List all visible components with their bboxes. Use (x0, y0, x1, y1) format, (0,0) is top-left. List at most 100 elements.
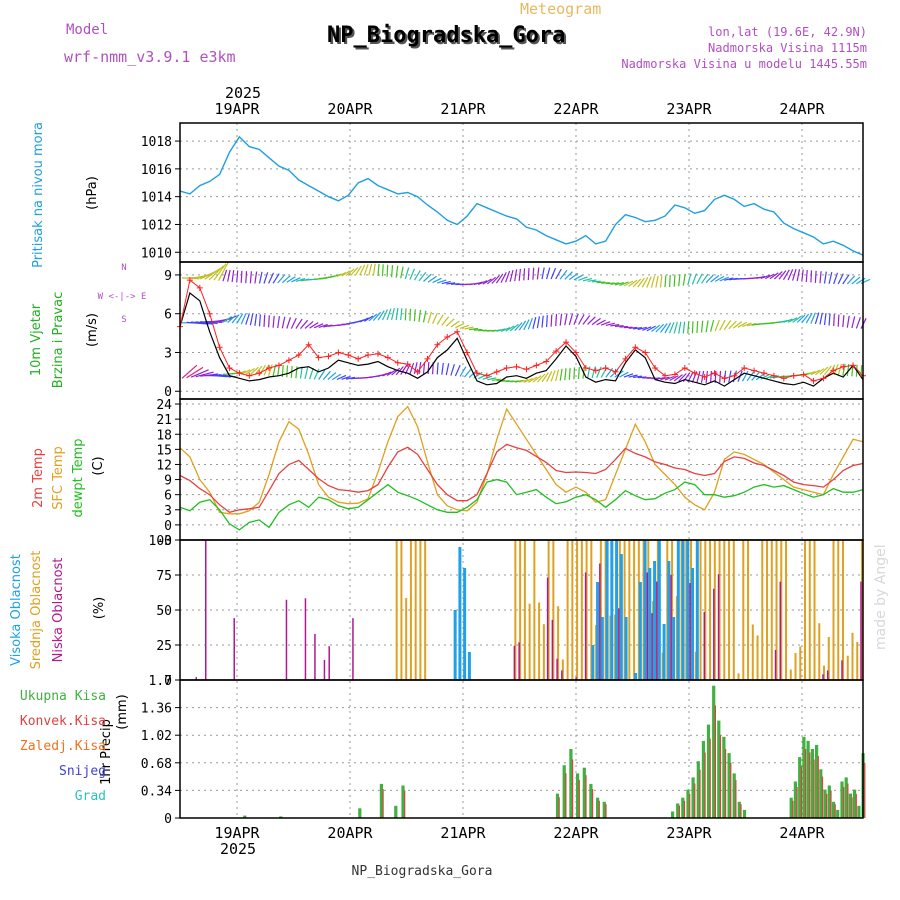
precip-conv-bar (578, 780, 580, 818)
wind-speed-line (179, 291, 864, 387)
wind-vector (281, 275, 291, 284)
legend-frz: Zaledj.Kisa (20, 739, 106, 754)
y-tick-label: 0 (164, 674, 172, 689)
wind-vector (236, 313, 244, 324)
wind-vector (532, 317, 537, 329)
wind-vector (245, 271, 248, 284)
precip-conv-bar (719, 735, 722, 818)
wind-vector (432, 277, 442, 284)
wind-vector (254, 271, 258, 284)
wind-gust-marker (473, 370, 480, 377)
wind-vector (422, 310, 427, 323)
wind-gust-marker (533, 362, 540, 369)
wind-vector (450, 320, 460, 328)
wind-vector (851, 316, 856, 329)
elevation-label: Nadmorska Visina 1115m (708, 41, 867, 55)
wind-vector (427, 311, 433, 324)
wind-vector (619, 281, 629, 286)
y-tick-label: 12 (156, 458, 172, 473)
precip-conv-bar (800, 766, 802, 819)
wind-vector (587, 316, 596, 325)
wind-compass-s: S (121, 315, 126, 325)
wind-gust-marker (226, 364, 233, 371)
wind-vector (395, 265, 399, 278)
wind-vector (741, 370, 749, 382)
wind-vector (249, 271, 252, 284)
wind-vector (327, 372, 337, 381)
wind-vector (227, 269, 231, 282)
wind-vector (191, 321, 209, 325)
wind-vector (546, 267, 551, 280)
wind-vector (436, 314, 444, 325)
wind-vector (350, 266, 359, 276)
wind-vector (400, 266, 404, 279)
precip-total-bar (358, 808, 362, 818)
day-label-top: 22APR (553, 100, 599, 118)
wind-vector (527, 376, 538, 383)
wind-gust-marker (830, 367, 837, 374)
temp-ylabel3: dewpt Temp (71, 438, 86, 517)
wind-gust-marker (572, 349, 579, 356)
wind-vector (222, 269, 228, 282)
wind-gust-marker (186, 277, 193, 284)
wind-vector (277, 316, 280, 329)
wind-vector (783, 318, 793, 323)
wind-vector (555, 369, 560, 382)
wind-vector (286, 317, 292, 329)
wind-vector (819, 312, 823, 325)
precip-total-bar (602, 801, 606, 818)
wind-vector (441, 281, 451, 285)
temp-ylabel2: SFC Temp (51, 446, 66, 510)
precip-total-bar (379, 783, 383, 818)
wind-vector (231, 270, 235, 283)
precip-unit: (mm) (115, 694, 130, 729)
wind-vector (710, 319, 715, 332)
wind-vector (655, 323, 665, 333)
temp-unit: (C) (91, 456, 106, 475)
precip-total-bar (681, 797, 685, 818)
model-value: wrf-nmm_v3.9.1 e3km (64, 48, 236, 66)
wind-vector (400, 364, 408, 375)
wind-gust-marker (325, 353, 332, 360)
wind-vector (792, 315, 802, 323)
wind-vector (354, 265, 362, 276)
wind-vector (628, 374, 638, 378)
wind-vector (336, 271, 347, 278)
wind-vector (591, 317, 601, 326)
wind-vector (778, 270, 787, 280)
precip-conv-bar (565, 773, 567, 818)
wind-vector (382, 371, 392, 377)
wind-vector (828, 313, 831, 326)
wind-vector (623, 280, 634, 287)
wind-vector (532, 375, 542, 383)
wind-vector (837, 273, 844, 285)
wind-vector (782, 269, 790, 281)
wind-gust-marker (582, 364, 589, 371)
wind-vector (427, 361, 430, 375)
y-tick-label: 1010 (141, 246, 172, 261)
wind-vector (509, 270, 514, 282)
wind-vector (404, 308, 407, 321)
wind-vector (687, 321, 690, 334)
y-tick-label: 6 (164, 489, 172, 504)
precip-total-bar (676, 803, 680, 818)
station-title: NP_Biogradska_Gora (327, 23, 565, 48)
precip-conv-bar (735, 780, 737, 818)
wind-vector (619, 371, 629, 378)
model-elevation-label: Nadmorska Visina u modelu 1445.55m (621, 57, 867, 71)
wind-vector (341, 270, 351, 277)
wind-vector (258, 271, 263, 284)
precip-conv-bar (792, 800, 794, 819)
wind-vector (628, 326, 638, 329)
wind-vector (842, 363, 846, 376)
wind-vector (600, 321, 611, 326)
cloud-ylabel: Visoka Oblacnost (9, 554, 24, 666)
precip-conv-bar (847, 783, 849, 818)
y-tick-label: 25 (156, 639, 172, 654)
wind-vector (577, 314, 585, 325)
wind-vector (391, 265, 394, 278)
wind-compass-n: N (121, 263, 126, 273)
y-tick-label: 0 (164, 812, 172, 827)
wind-vector (851, 276, 861, 285)
wind-vector (642, 326, 652, 331)
